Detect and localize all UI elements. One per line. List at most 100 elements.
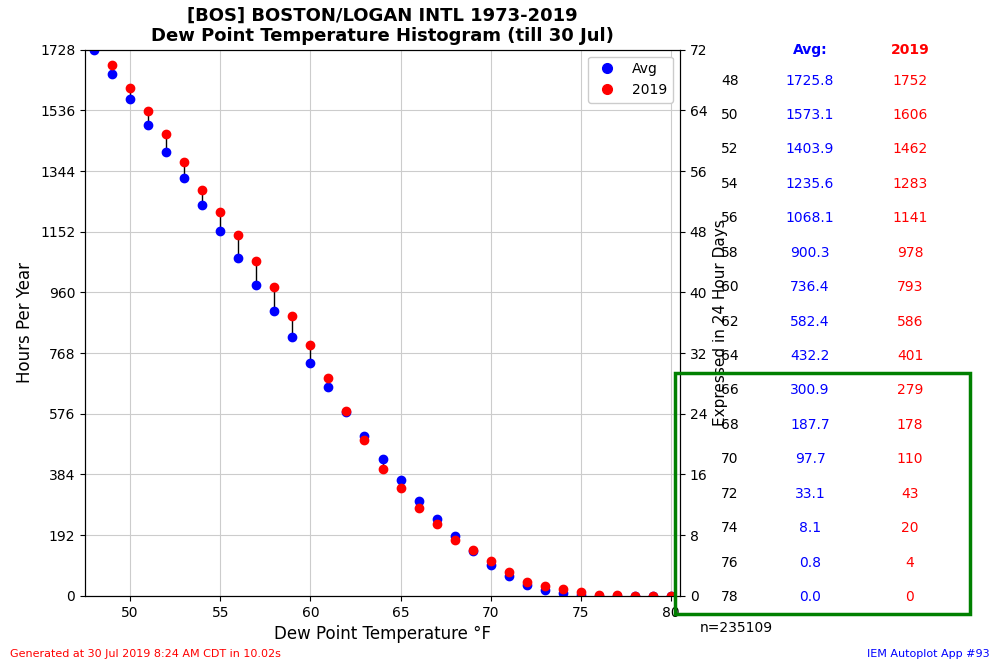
Avg bbox=[268, 307, 280, 315]
2019 bbox=[88, 38, 100, 46]
2019 bbox=[593, 591, 605, 598]
Text: n=235109: n=235109 bbox=[700, 621, 773, 635]
Text: 4: 4 bbox=[906, 555, 914, 569]
Text: 97.7: 97.7 bbox=[795, 452, 825, 466]
2019 bbox=[647, 592, 659, 600]
Avg bbox=[395, 477, 407, 485]
2019 bbox=[575, 588, 587, 596]
Text: 74: 74 bbox=[721, 521, 739, 535]
Avg bbox=[142, 121, 154, 129]
2019 bbox=[376, 465, 388, 473]
Avg bbox=[647, 592, 659, 600]
X-axis label: Dew Point Temperature °F: Dew Point Temperature °F bbox=[274, 625, 491, 643]
2019 bbox=[286, 312, 298, 320]
Avg bbox=[124, 95, 136, 103]
Avg bbox=[286, 333, 298, 341]
2019 bbox=[124, 84, 136, 92]
Avg bbox=[232, 254, 244, 262]
Avg bbox=[665, 592, 677, 600]
Text: 401: 401 bbox=[897, 349, 923, 363]
Avg bbox=[178, 174, 190, 182]
2019 bbox=[503, 568, 515, 576]
2019 bbox=[539, 583, 551, 591]
Avg bbox=[160, 148, 172, 156]
Avg bbox=[449, 532, 461, 540]
Avg bbox=[431, 515, 443, 523]
Text: 110: 110 bbox=[897, 452, 923, 466]
Title: [BOS] BOSTON/LOGAN INTL 1973-2019
Dew Point Temperature Histogram (till 30 Jul): [BOS] BOSTON/LOGAN INTL 1973-2019 Dew Po… bbox=[151, 7, 614, 45]
Text: 54: 54 bbox=[721, 177, 739, 191]
Avg bbox=[340, 408, 352, 416]
Text: 66: 66 bbox=[721, 383, 739, 397]
Text: 978: 978 bbox=[897, 246, 923, 260]
2019 bbox=[467, 546, 479, 554]
Avg bbox=[304, 359, 316, 367]
2019 bbox=[232, 231, 244, 239]
Text: 178: 178 bbox=[897, 418, 923, 432]
Text: 187.7: 187.7 bbox=[790, 418, 830, 432]
Text: 68: 68 bbox=[721, 418, 739, 432]
Text: 300.9: 300.9 bbox=[790, 383, 830, 397]
Text: 72: 72 bbox=[721, 487, 739, 500]
Text: 900.3: 900.3 bbox=[790, 246, 830, 260]
Text: 432.2: 432.2 bbox=[790, 349, 830, 363]
Avg bbox=[539, 586, 551, 594]
2019 bbox=[340, 406, 352, 414]
2019 bbox=[521, 578, 533, 586]
Text: 1141: 1141 bbox=[892, 211, 928, 225]
Text: 0: 0 bbox=[906, 590, 914, 604]
Text: 78: 78 bbox=[721, 590, 739, 604]
Text: 793: 793 bbox=[897, 280, 923, 294]
2019 bbox=[214, 209, 226, 216]
2019 bbox=[142, 107, 154, 115]
2019 bbox=[557, 585, 569, 593]
Text: 586: 586 bbox=[897, 314, 923, 328]
Avg bbox=[557, 589, 569, 597]
Text: 1606: 1606 bbox=[892, 108, 928, 122]
Avg bbox=[196, 201, 208, 209]
Text: Avg:: Avg: bbox=[793, 42, 827, 57]
Text: 58: 58 bbox=[721, 246, 739, 260]
Text: IEM Autoplot App #93: IEM Autoplot App #93 bbox=[867, 649, 990, 659]
Avg bbox=[214, 228, 226, 236]
2019 bbox=[322, 374, 334, 382]
2019 bbox=[413, 504, 425, 512]
Text: 1068.1: 1068.1 bbox=[786, 211, 834, 225]
Text: 1235.6: 1235.6 bbox=[786, 177, 834, 191]
Text: 1725.8: 1725.8 bbox=[786, 73, 834, 87]
Text: 20: 20 bbox=[901, 521, 919, 535]
Avg bbox=[376, 455, 388, 463]
Text: 64: 64 bbox=[721, 349, 739, 363]
Legend: Avg, 2019: Avg, 2019 bbox=[588, 56, 673, 103]
Avg bbox=[322, 383, 334, 391]
Text: 2019: 2019 bbox=[891, 42, 929, 57]
Text: 582.4: 582.4 bbox=[790, 314, 830, 328]
Text: 52: 52 bbox=[721, 142, 739, 156]
2019 bbox=[268, 283, 280, 291]
2019 bbox=[106, 61, 118, 69]
Text: 62: 62 bbox=[721, 314, 739, 328]
Text: Generated at 30 Jul 2019 8:24 AM CDT in 10.02s: Generated at 30 Jul 2019 8:24 AM CDT in … bbox=[10, 649, 281, 659]
Avg bbox=[250, 281, 262, 289]
Avg bbox=[503, 572, 515, 580]
Text: 76: 76 bbox=[721, 555, 739, 569]
Text: 0.8: 0.8 bbox=[799, 555, 821, 569]
Avg bbox=[629, 592, 641, 600]
Avg bbox=[88, 46, 100, 54]
Text: 736.4: 736.4 bbox=[790, 280, 830, 294]
Y-axis label: Hours Per Year: Hours Per Year bbox=[16, 262, 34, 383]
Text: 279: 279 bbox=[897, 383, 923, 397]
2019 bbox=[250, 257, 262, 265]
Text: 8.1: 8.1 bbox=[799, 521, 821, 535]
Line: Avg: Avg bbox=[90, 46, 675, 600]
Text: 1403.9: 1403.9 bbox=[786, 142, 834, 156]
2019 bbox=[449, 536, 461, 544]
2019 bbox=[358, 436, 370, 444]
Y-axis label: Expressed in 24 Hour Days: Expressed in 24 Hour Days bbox=[713, 219, 728, 426]
Line: 2019: 2019 bbox=[90, 38, 675, 600]
2019 bbox=[395, 485, 407, 493]
Text: 48: 48 bbox=[721, 73, 739, 87]
2019 bbox=[485, 557, 497, 565]
Text: 1462: 1462 bbox=[892, 142, 928, 156]
2019 bbox=[304, 341, 316, 349]
